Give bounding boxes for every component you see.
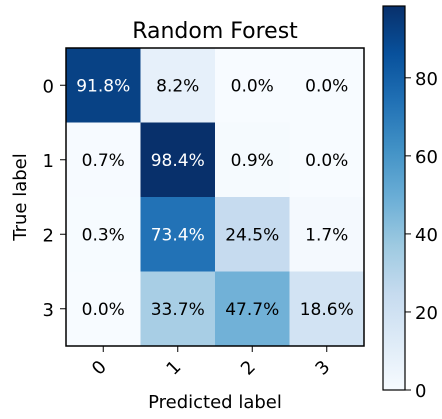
cell-label-r0-c2: 0.0% [231, 76, 274, 96]
x-tick-label-3: 3 [311, 357, 334, 380]
heatmap-cell-r0-c2 [215, 48, 290, 123]
x-axis-label: Predicted label [148, 392, 282, 413]
cell-label-r1-c0: 0.7% [82, 151, 125, 171]
heatmap-cell-r3-c2 [215, 271, 290, 347]
y-tick-label-1: 1 [43, 151, 54, 172]
colorbar-tick-label-3: 60 [415, 147, 438, 168]
plot-frame [65, 47, 365, 347]
cell-label-r3-c3: 18.6% [300, 300, 354, 320]
heatmap-cell-r1-c2 [215, 122, 290, 198]
cell-label-r1-c3: 0.0% [305, 151, 348, 171]
heatmap-cell-r3-c1 [140, 271, 216, 347]
cell-label-r2-c0: 0.3% [82, 225, 125, 245]
y-tick-label-2: 2 [43, 225, 54, 246]
y-tick-label-3: 3 [43, 300, 54, 321]
cell-label-r3-c0: 0.0% [82, 300, 125, 320]
heatmap-cell-r1-c1 [140, 122, 216, 198]
colorbar-tick-label-0: 0 [415, 381, 426, 402]
cell-label-r3-c2: 47.7% [225, 300, 279, 320]
x-tick-label-2: 2 [237, 357, 260, 380]
heatmap-cell-r2-c2 [215, 197, 290, 272]
colorbar-tick-label-2: 40 [415, 225, 438, 246]
heatmap-cell-r1-c3 [289, 122, 365, 198]
y-axis-label: True label [10, 153, 31, 242]
cell-label-r2-c3: 1.7% [305, 225, 348, 245]
cell-label-r0-c1: 8.2% [156, 76, 199, 96]
heatmap-cell-r0-c1 [140, 48, 216, 123]
heatmap-cell-r0-c0 [66, 48, 141, 123]
colorbar-tick-label-1: 20 [415, 303, 438, 324]
x-tick-label-1: 1 [162, 357, 185, 380]
x-axis-ticks: 0 1 2 3 [88, 346, 334, 380]
cell-label-r1-c1: 98.4% [151, 151, 205, 171]
colorbar-gradient [382, 5, 406, 391]
cell-label-r0-c0: 91.8% [76, 76, 130, 96]
chart-title: Random Forest [132, 19, 298, 44]
y-axis-ticks: 0 1 2 3 [43, 76, 66, 321]
cell-label-r0-c3: 0.0% [305, 76, 348, 96]
heatmap-cell-r2-c0 [66, 197, 141, 272]
heatmap-cell-r3-c3 [289, 271, 365, 347]
cell-label-r3-c1: 33.7% [151, 300, 205, 320]
colorbar: 0 20 40 60 80 [382, 5, 438, 402]
heatmap-cell-r0-c3 [289, 48, 365, 123]
heatmap-cell-r2-c3 [289, 197, 365, 272]
heatmap-cell-r1-c0 [66, 122, 141, 198]
y-tick-label-0: 0 [43, 76, 54, 97]
heatmap-cell-r3-c0 [66, 271, 141, 347]
x-tick-label-0: 0 [88, 357, 111, 380]
heatmap-cells: 91.8% 8.2% 0.0% 0.0% 0.7% 98.4% 0.9% 0.0% 0.3% 73… [66, 48, 365, 347]
cell-label-r2-c1: 73.4% [151, 225, 205, 245]
cell-label-r1-c2: 0.9% [231, 151, 274, 171]
colorbar-tick-label-4: 80 [415, 69, 438, 90]
cell-label-r2-c2: 24.5% [225, 225, 279, 245]
heatmap-cell-r2-c1 [140, 197, 216, 272]
